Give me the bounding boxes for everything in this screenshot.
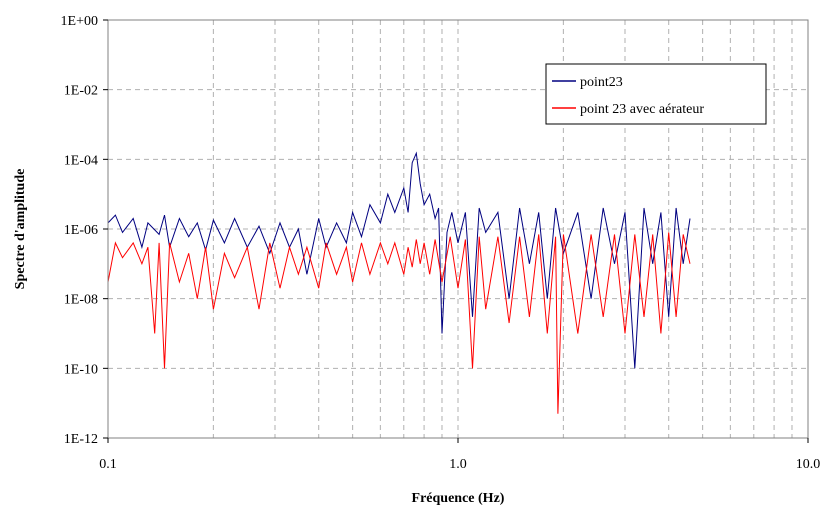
series-line-point23 <box>107 151 691 369</box>
y-axis-ticks: 1E+00 1E-02 1E-04 1E-06 1E-08 1E-10 1E-12 <box>61 14 108 447</box>
grid <box>108 20 808 438</box>
y-tick-label: 1E-02 <box>64 84 98 99</box>
y-tick-label: 1E-12 <box>64 432 98 447</box>
y-tick-label: 1E-08 <box>64 293 98 308</box>
x-tick-label: 1.0 <box>449 457 467 472</box>
y-axis-label: Spectre d'amplitude <box>13 169 28 290</box>
y-tick-label: 1E-06 <box>64 223 98 238</box>
series-line-point23-aerateur <box>107 232 691 414</box>
legend-label-point23-aerateur: point 23 avec aérateur <box>580 102 704 117</box>
legend-box <box>545 63 767 125</box>
x-tick-label: 10.0 <box>796 457 821 472</box>
legend-label-point23: point23 <box>580 75 623 90</box>
x-tick-label: 0.1 <box>99 457 117 472</box>
x-axis-label: Fréquence (Hz) <box>412 491 505 506</box>
series-group <box>107 151 691 414</box>
y-tick-label: 1E-10 <box>64 362 98 377</box>
x-axis-ticks: 0.1 1.0 10.0 <box>99 438 820 472</box>
legend: point23 point 23 avec aérateur <box>545 63 767 125</box>
y-tick-label: 1E-04 <box>64 153 98 168</box>
y-tick-label: 1E+00 <box>61 14 98 29</box>
